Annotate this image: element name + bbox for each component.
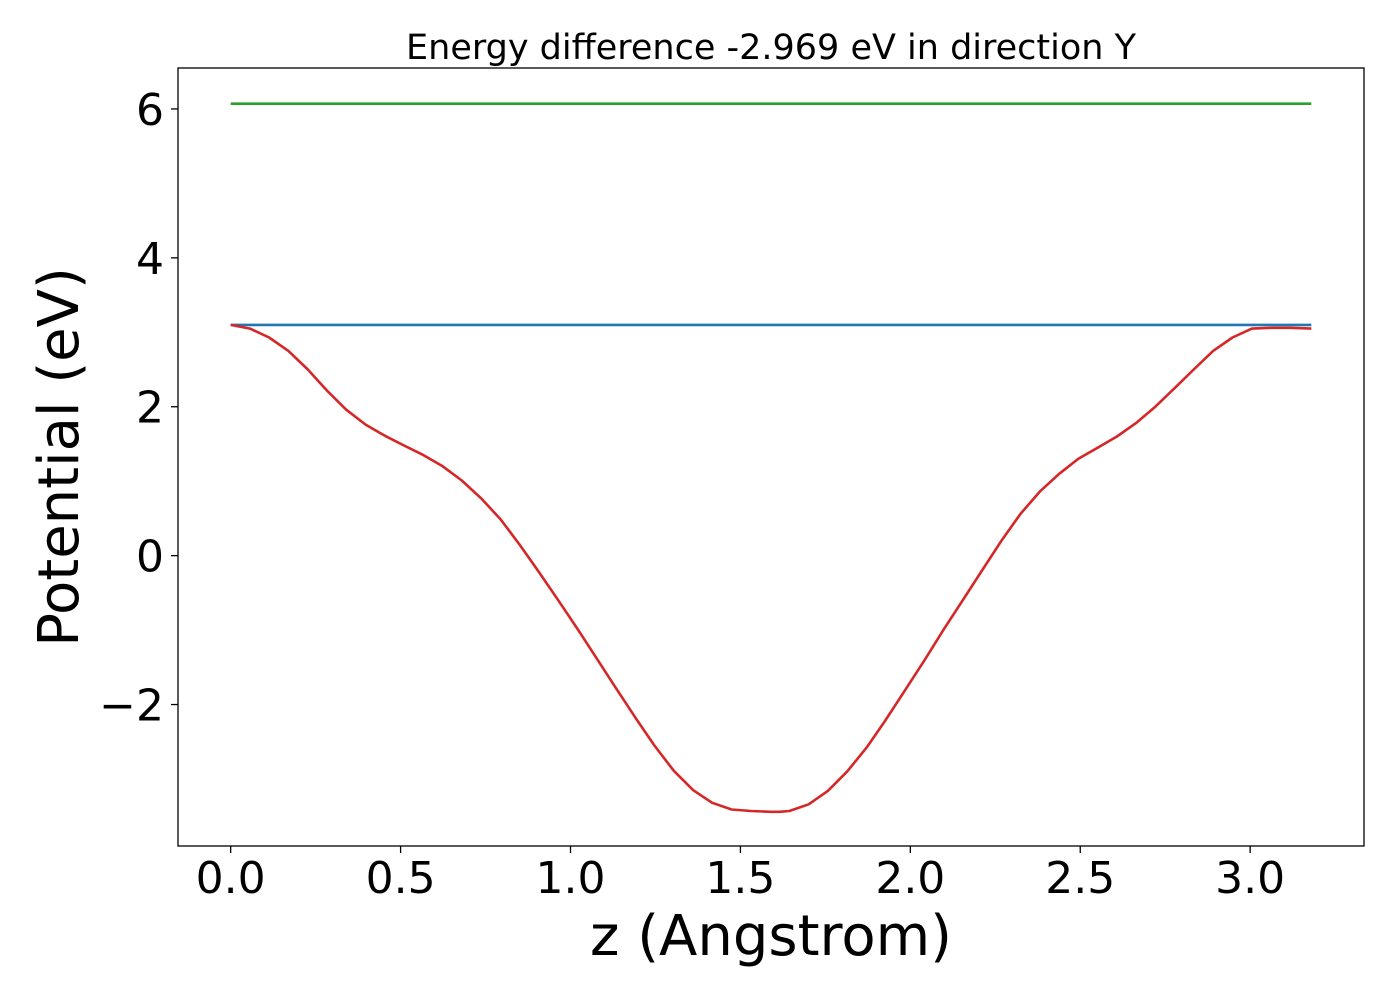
y-tick-label: 4 bbox=[136, 234, 164, 285]
series-layer bbox=[230, 102, 1312, 814]
series-line-2 bbox=[230, 323, 1312, 814]
y-axis-label: Potential (eV) bbox=[27, 267, 92, 647]
x-tick-label: 0.5 bbox=[366, 853, 436, 904]
y-tick-label: 2 bbox=[136, 383, 164, 434]
x-tick-label: 0.0 bbox=[196, 853, 266, 904]
chart-title: Energy difference -2.969 eV in direction… bbox=[406, 28, 1137, 68]
x-axis-label: z (Angstrom) bbox=[590, 904, 952, 969]
y-tick-label: 6 bbox=[136, 85, 164, 136]
plot-frame bbox=[177, 67, 1365, 847]
y-tick-label: −2 bbox=[99, 681, 164, 732]
x-tick-label: 2.5 bbox=[1045, 853, 1115, 904]
y-axis-ticks: −2 0 2 4 6 bbox=[99, 85, 178, 732]
x-tick-label: 2.0 bbox=[875, 853, 945, 904]
y-tick-label: 0 bbox=[136, 532, 164, 583]
x-tick-label: 1.5 bbox=[705, 853, 775, 904]
x-tick-label: 3.0 bbox=[1215, 853, 1285, 904]
x-axis-ticks: 0.0 0.5 1.0 1.5 2.0 2.5 3.0 bbox=[196, 846, 1285, 904]
plot-area bbox=[177, 67, 1365, 847]
x-tick-label: 1.0 bbox=[536, 853, 606, 904]
